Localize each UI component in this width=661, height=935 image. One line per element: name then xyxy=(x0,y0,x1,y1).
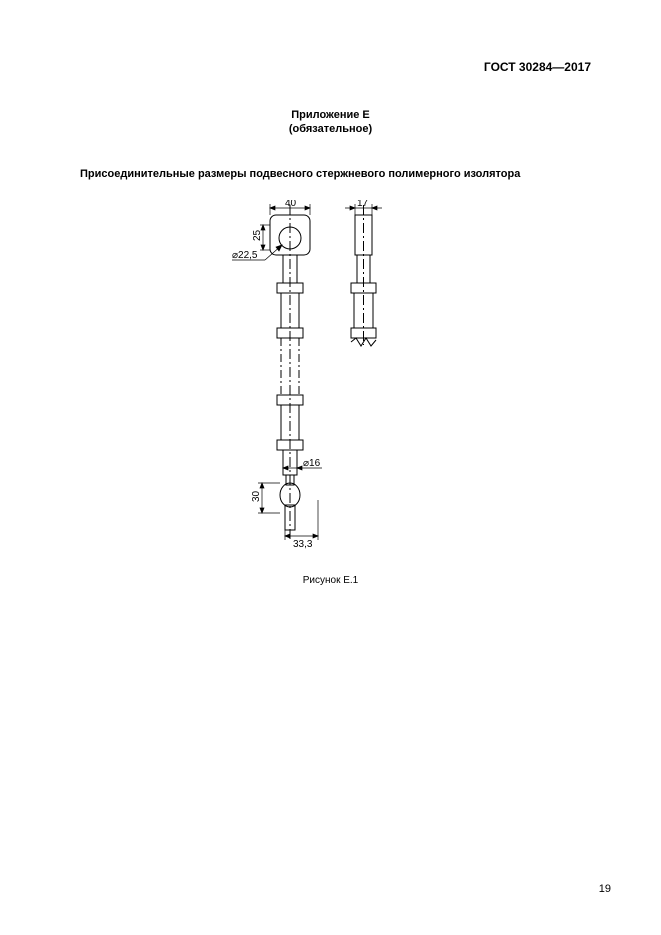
section-title: Присоединительные размеры подвесного сте… xyxy=(80,168,601,180)
figure-caption: Рисунок Е.1 xyxy=(0,575,661,586)
front-view xyxy=(270,205,310,540)
side-view xyxy=(351,205,376,346)
dim-label-d16: ⌀16 xyxy=(303,458,321,469)
appendix-note: (обязательное) xyxy=(0,122,661,136)
page-number: 19 xyxy=(599,883,611,895)
dim-label-30: 30 xyxy=(251,490,262,502)
technical-drawing: 40 17 25 ⌀22,5 ⌀16 30 xyxy=(210,200,410,565)
appendix-header: Приложение Е (обязательное) xyxy=(0,108,661,137)
standard-code: ГОСТ 30284—2017 xyxy=(484,60,591,74)
appendix-title: Приложение Е xyxy=(0,108,661,122)
dim-label-17: 17 xyxy=(357,200,369,209)
dim-label-d225: ⌀22,5 xyxy=(232,250,258,261)
dim-label-40: 40 xyxy=(285,200,297,209)
dim-label-25: 25 xyxy=(252,229,263,241)
dim-label-333: 33,3 xyxy=(293,539,313,550)
